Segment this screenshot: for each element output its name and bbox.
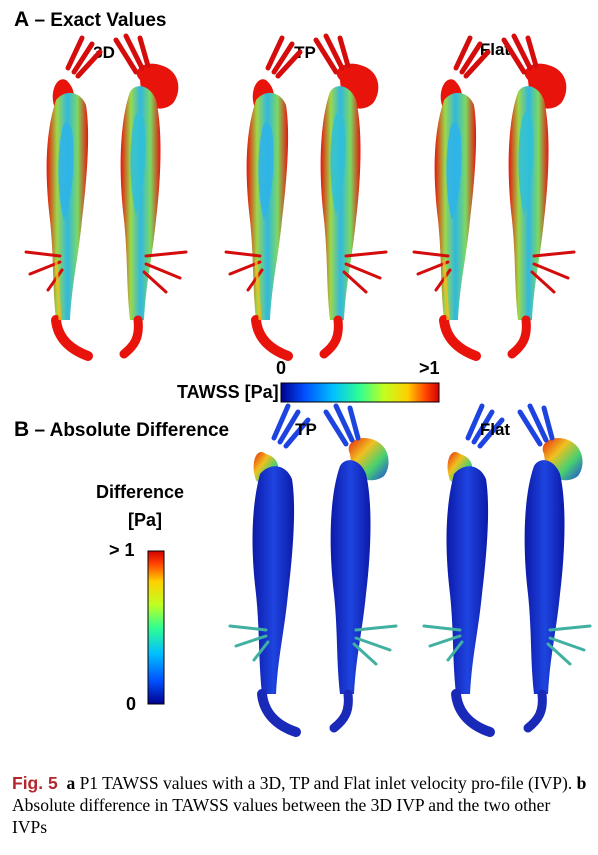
panel-a-label-tp: TP [294, 43, 316, 62]
caption-a-letter: a [66, 773, 76, 793]
aorta-tp-right [316, 36, 386, 354]
diff-tp-left [230, 406, 308, 732]
diff-tp-right [326, 406, 396, 728]
tawss-min-label: 0 [276, 358, 287, 378]
aorta-tp-left [226, 38, 300, 356]
aorta-3d-right [116, 36, 186, 354]
caption-b-letter: b [576, 773, 587, 793]
caption-fig-label: Fig. 5 [12, 773, 58, 793]
panel-b-label-tp: TP [295, 420, 317, 439]
panel-a-title: A – Exact Values [14, 8, 167, 32]
difference-min-label: 0 [126, 694, 137, 714]
panel-b-label-flat: Flat [479, 420, 511, 439]
diff-flat-left [424, 406, 502, 732]
aorta-flat-left [414, 38, 488, 356]
panel-b-letter: B [14, 418, 30, 441]
caption-b-text: Absolute difference in TAWSS values betw… [12, 795, 551, 837]
tawss-max-label: >1 [419, 358, 440, 378]
panel-b-title-text: – Absolute Difference [34, 420, 230, 441]
aorta-flat-right [504, 36, 574, 354]
aorta-3d-left [26, 38, 100, 356]
difference-max-label: > 1 [109, 540, 135, 560]
panel-b-title: B – Absolute Difference [14, 418, 229, 442]
figure-caption: Fig. 5 a P1 TAWSS values with a 3D, TP a… [12, 772, 588, 838]
tawss-colorbar [280, 382, 440, 403]
panel-a-letter: A [14, 8, 30, 31]
diff-flat-right [520, 406, 590, 728]
panel-a-title-text: – Exact Values [34, 10, 167, 31]
difference-colorbar [147, 550, 165, 705]
tawss-label: TAWSS [Pa] [177, 382, 279, 402]
difference-label-line2: [Pa] [128, 510, 163, 530]
caption-a-text: P1 TAWSS values with a 3D, TP and Flat i… [79, 773, 573, 793]
difference-label-line1: Difference [96, 482, 185, 502]
